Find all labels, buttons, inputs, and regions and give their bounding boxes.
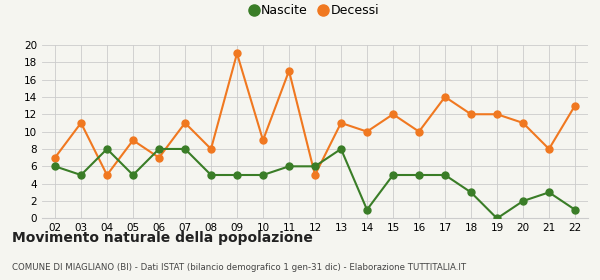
- Text: COMUNE DI MIAGLIANO (BI) - Dati ISTAT (bilancio demografico 1 gen-31 dic) - Elab: COMUNE DI MIAGLIANO (BI) - Dati ISTAT (b…: [12, 263, 466, 272]
- Legend: Nascite, Decessi: Nascite, Decessi: [246, 0, 384, 22]
- Text: Movimento naturale della popolazione: Movimento naturale della popolazione: [12, 231, 313, 245]
